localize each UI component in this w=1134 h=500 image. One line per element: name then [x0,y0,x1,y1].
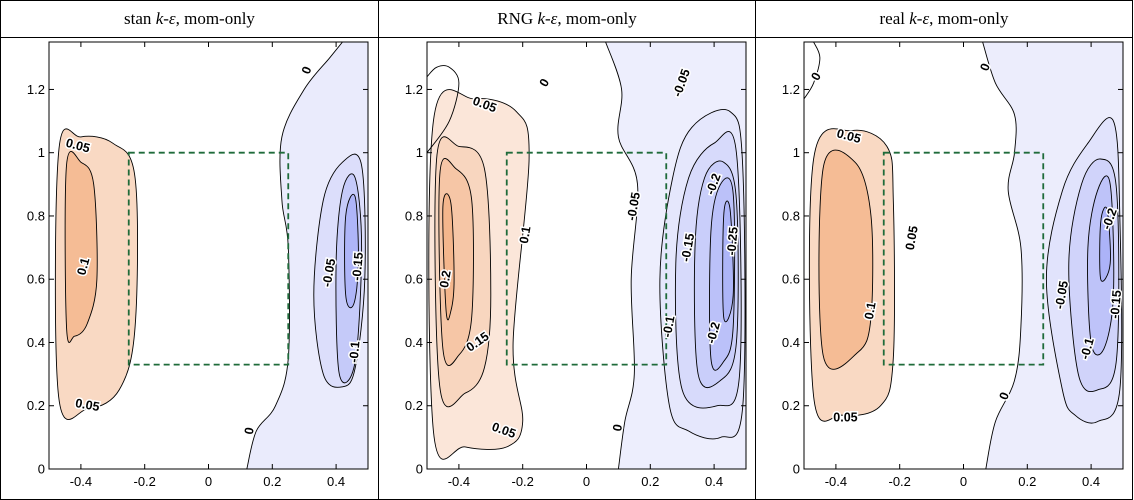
contour-label: -0.05 [624,191,643,222]
x-tick-label: 0 [960,474,967,489]
region-box [127,151,290,366]
x-tick-label: 0 [205,474,212,489]
panel-cell-real: 0 0 0.05 0.05 0.1 0.05 0 -0.05 -0.2 -0.15 -0.1 -0.4… [755,37,1133,500]
y-tick-label: 1 [416,145,423,160]
contour-label: -0.15 [350,252,366,282]
x-tick-label: -0.4 [70,474,92,489]
y-tick-label: 0.2 [782,398,800,413]
y-tick-label: 0.4 [27,335,45,350]
contour-label: -0.1 [347,341,363,364]
y-tick-label: 0.6 [782,272,800,287]
y-tick-label: 0 [416,462,423,477]
positive-contour [818,149,874,370]
contour-plot-real: 000.050.050.10.050-0.05-0.2-0.15-0.1-0.4… [782,41,1126,489]
y-tick-label: 1.2 [27,82,45,97]
positive-contour [442,193,455,321]
y-tick-label: 0.8 [782,208,800,223]
zero-contour [804,42,821,100]
positive-contour [64,151,98,343]
contour-label: 0.1 [862,301,879,321]
negative-contour [1099,206,1111,282]
contour-label: -0.25 [724,226,740,256]
y-tick-label: 0.6 [27,272,45,287]
x-tick-label: -0.2 [511,474,533,489]
x-tick-label: -0.2 [888,474,910,489]
panel-cell-stan: 0.05 0.1 0.05 0 0 -0.05 -0.15 -0.1 -0.4 -0.2 0 0.2 0… [0,37,379,500]
panel-cell-rng: 0.05 0 0.1 0.2 0.15 0.05 0 -0.05 -0.05 -0.2 -0.15-… [378,37,756,500]
y-tick-label: 1 [38,145,45,160]
y-tick-label: 0.4 [405,335,423,350]
x-tick-label: -0.4 [448,474,470,489]
contour-fills [804,42,1123,469]
contour-label: 0.05 [903,225,921,251]
zero-contour [246,42,343,469]
region-box [882,151,1045,366]
panel-title-stan: stan k-ε, mom-only [0,0,379,38]
zero-contour [982,42,1023,469]
y-tick-label: 0.6 [405,272,423,287]
y-tick-label: 1.2 [782,82,800,97]
contour-label: -0.05 [1052,280,1071,311]
axis-ticks: -0.4 -0.2 0 0.2 0.4 0 0.2 0.4 0.6 0.8 1 1.2 [27,42,368,489]
x-tick-label: -0.4 [825,474,847,489]
zero-contour [605,42,639,469]
y-tick-label: 0.2 [405,398,423,413]
x-tick-label: 0.2 [263,474,281,489]
y-tick-label: 0.4 [782,335,800,350]
y-tick-label: 0.8 [27,208,45,223]
negative-contour [722,200,734,323]
y-tick-label: 1.2 [405,82,423,97]
y-tick-label: 0.8 [405,208,423,223]
contour-label: 0.2 [437,269,454,289]
contour-label: 0.05 [833,411,857,425]
y-tick-label: 0.2 [27,398,45,413]
contour-label: -0.1 [660,315,678,339]
negative-contour [344,193,359,309]
contour-fills [427,42,746,469]
x-tick-label: 0 [583,474,590,489]
y-tick-label: 0 [793,462,800,477]
contour-label: 0.1 [517,225,534,245]
y-tick-label: 0 [38,462,45,477]
contour-label: 0.05 [74,396,100,414]
panel-title-real: real k-ε, mom-only [755,0,1133,38]
contour-label: -0.15 [1108,290,1124,320]
y-tick-label: 1 [793,145,800,160]
contour-label: -0.15 [679,232,698,263]
x-tick-label: -0.2 [133,474,155,489]
region-box [505,151,668,366]
x-tick-label: 0.2 [1018,474,1036,489]
contour-labels: 000.050.050.10.050-0.05-0.2-0.15-0.1 [807,60,1126,426]
contour-label: -0.05 [320,257,339,288]
x-tick-label: 0.4 [705,474,723,489]
x-tick-label: 0.2 [641,474,659,489]
x-tick-label: 0.4 [327,474,345,489]
axis-ticks: -0.4 -0.2 0 0.2 0.4 0 0.2 0.4 0.6 0.8 1 1.2 [782,42,1123,489]
panel-title-rng: RNG k-ε, mom-only [378,0,756,38]
x-tick-label: 0.4 [1082,474,1100,489]
contour-label: 0.1 [74,256,92,276]
contour-fills [49,42,368,469]
zero-contour [427,65,460,153]
axis-ticks: -0.4 -0.2 0 0.2 0.4 0 0.2 0.4 0.6 0.8 1 1.2 [405,42,746,489]
